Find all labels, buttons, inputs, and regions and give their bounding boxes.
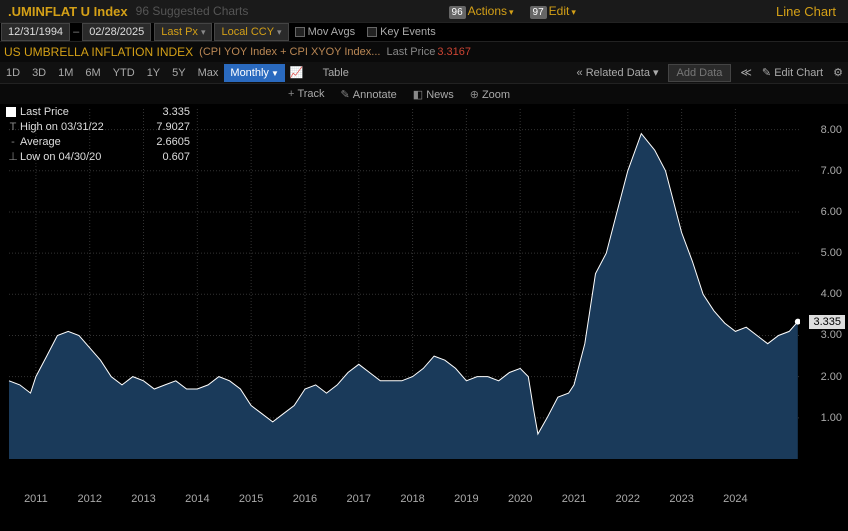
series-marker-icon [6,107,16,117]
x-tick: 2016 [293,493,317,505]
edit-button[interactable]: 97Edit▾ [522,4,584,18]
x-tick: 2013 [131,493,155,505]
chart-style-icon[interactable]: 📈 [290,66,304,79]
x-tick: 2020 [508,493,532,505]
related-data-button[interactable]: « Related Data ▾ [572,64,664,81]
y-tick: 6.00 [821,206,842,218]
index-formula: (CPI YOY Index + CPI XYOY Index... [199,46,380,58]
y-tick: 4.00 [821,288,842,300]
range-5y[interactable]: 5Y [166,64,191,82]
currency-select[interactable]: Local CCY▾ [214,23,288,41]
y-tick: 5.00 [821,247,842,259]
price-type-select[interactable]: Last Px▾ [154,23,212,41]
y-tick: 8.00 [821,124,842,136]
suggested-charts[interactable]: 96 Suggested Charts [136,4,249,18]
edit-chart-button[interactable]: ✎ Edit Chart [757,66,828,79]
x-tick: 2022 [616,493,640,505]
date-from-input[interactable]: 12/31/1994 [1,23,70,41]
range-1y[interactable]: 1Y [141,64,166,82]
x-tick: 2014 [185,493,209,505]
last-price-value: 3.3167 [437,46,471,58]
y-highlight-last: 3.335 [809,315,845,329]
x-tick: 2021 [562,493,586,505]
y-tick: 7.00 [821,165,842,177]
x-tick: 2024 [723,493,747,505]
x-tick: 2017 [347,493,371,505]
range-3d[interactable]: 3D [26,64,52,82]
settings-icon[interactable]: ⚙ [828,66,848,79]
add-data-input[interactable]: Add Data [668,64,732,82]
range-ytd[interactable]: YTD [107,64,141,82]
index-name: US UMBRELLA INFLATION INDEX [4,45,193,59]
last-price-label: Last Price [386,46,435,58]
period-select[interactable]: Monthly▼ [224,64,284,82]
y-tick: 1.00 [821,412,842,424]
table-button[interactable]: Table [315,65,357,81]
range-6m[interactable]: 6M [79,64,106,82]
x-tick: 2018 [400,493,424,505]
stats-box: Last Price3.335 THigh on 03/31/227.9027 … [6,104,190,164]
range-max[interactable]: Max [192,64,225,82]
key-events-toggle[interactable]: Key Events [361,26,442,38]
range-1d[interactable]: 1D [0,64,26,82]
x-tick: 2023 [669,493,693,505]
x-tick: 2012 [77,493,101,505]
news-button[interactable]: ◧News [405,86,462,103]
actions-button[interactable]: 96Actions▾ [441,4,522,18]
y-tick: 3.00 [821,329,842,341]
y-tick: 2.00 [821,371,842,383]
x-axis: 2011 2012 2013 2014 2015 2016 2017 2018 2019 2020… [0,484,800,509]
chart-type-label: Line Chart [776,4,844,19]
collapse-icon[interactable]: ≪ [735,66,757,79]
track-button[interactable]: +Track [280,86,333,102]
x-tick: 2019 [454,493,478,505]
range-1m[interactable]: 1M [52,64,79,82]
date-to-input[interactable]: 02/28/2025 [82,23,151,41]
chart-area[interactable]: Last Price3.335 THigh on 03/31/227.9027 … [0,104,848,509]
ticker-label: .UMINFLAT U Index [4,4,132,19]
x-tick: 2015 [239,493,263,505]
zoom-button[interactable]: ⊕Zoom [462,86,518,103]
x-tick: 2011 [24,493,48,505]
annotate-button[interactable]: ✎Annotate [333,86,405,103]
date-range-dash: – [71,26,81,38]
mov-avgs-toggle[interactable]: Mov Avgs [289,26,362,38]
y-axis: 1.00 2.00 3.00 4.00 5.00 6.00 7.00 8.00 3.335 [800,104,848,484]
